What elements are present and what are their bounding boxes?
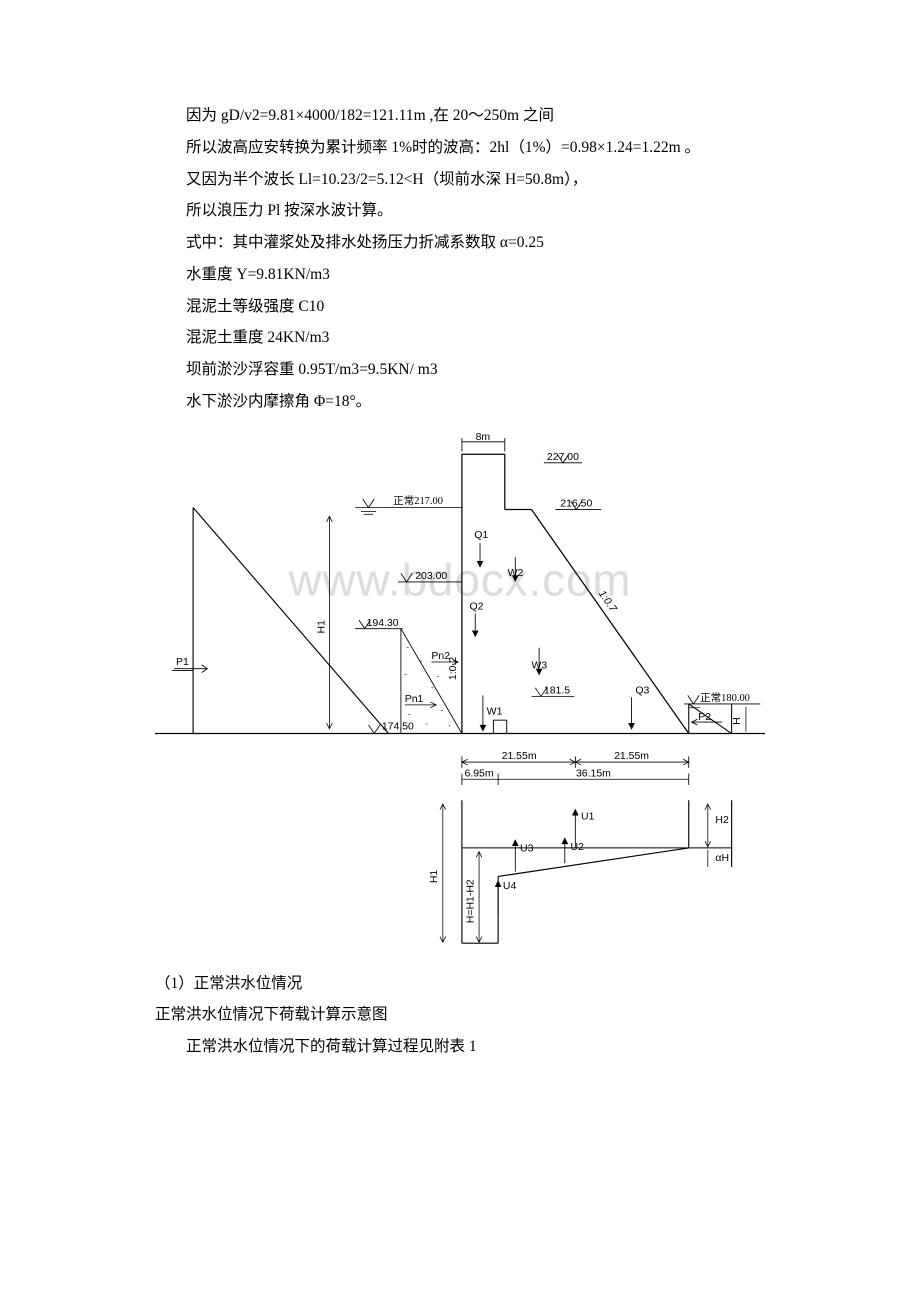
para-13: 正常洪水位情况下的荷载计算过程见附表 1 bbox=[155, 1031, 765, 1063]
label-P2: P2 bbox=[698, 712, 711, 723]
label-Q1: Q1 bbox=[474, 530, 488, 541]
label-dim3615: 36.15m bbox=[576, 768, 611, 779]
label-el21650: 216.50 bbox=[560, 498, 592, 509]
label-H2top: H bbox=[732, 717, 743, 725]
label-U3: U3 bbox=[520, 843, 534, 854]
label-el17450: 174.50 bbox=[382, 721, 414, 732]
label-dim2155b: 21.55m bbox=[614, 751, 649, 762]
label-dim2155a: 21.55m bbox=[502, 751, 537, 762]
para-3: 又因为半个波长 Ll=10.23/2=5.12<H（坝前水深 H=50.8m）， bbox=[155, 164, 765, 196]
label-dim695: 6.95m bbox=[465, 768, 494, 779]
label-Q3: Q3 bbox=[635, 685, 649, 696]
label-el19430: 194.30 bbox=[367, 617, 399, 628]
dam-diagram: www.bdocx.com 8m 227.00 216.50 bbox=[155, 418, 765, 968]
para-9: 坝前淤沙浮容重 0.95T/m3=9.5KN/ m3 bbox=[155, 354, 765, 386]
para-10: 水下淤沙内摩擦角 Φ=18°。 bbox=[155, 386, 765, 418]
label-el203: 203.00 bbox=[415, 571, 447, 582]
para-4: 所以浪压力 Pl 按深水波计算。 bbox=[155, 195, 765, 227]
label-Heq: H=H1-H2 bbox=[465, 879, 476, 923]
label-el180: 正常180.00 bbox=[700, 691, 750, 704]
label-Pn1: Pn1 bbox=[405, 694, 424, 705]
para-2: 所以波高应安转换为累计频率 1%时的波高：2hl（1%）=0.98×1.24=1… bbox=[155, 132, 765, 164]
para-8: 混泥土重度 24KN/m3 bbox=[155, 322, 765, 354]
label-el1815: 181.5 bbox=[544, 685, 570, 696]
label-el217: 正常217.00 bbox=[393, 493, 443, 506]
label-aH: αH bbox=[715, 853, 729, 864]
label-H1v: H1 bbox=[317, 620, 328, 634]
para-12: 正常洪水位情况下荷载计算示意图 bbox=[155, 999, 765, 1031]
label-inner-slope: 1:0.2 bbox=[448, 656, 459, 679]
label-el227: 227.00 bbox=[547, 452, 579, 463]
para-5: 式中：其中灌浆处及排水处扬压力折减系数取 α=0.25 bbox=[155, 227, 765, 259]
para-7: 混泥土等级强度 C10 bbox=[155, 291, 765, 323]
label-U2: U2 bbox=[571, 841, 585, 852]
label-8m: 8m bbox=[476, 432, 491, 443]
para-1: 因为 gD/v2=9.81×4000/182=121.11m ,在 20～250… bbox=[155, 100, 765, 132]
watermark-text: www.bdocx.com bbox=[288, 554, 632, 605]
label-H2: H2 bbox=[715, 815, 729, 826]
para-11: （1）正常洪水位情况 bbox=[155, 968, 765, 1000]
label-P1: P1 bbox=[176, 657, 189, 668]
label-W1: W1 bbox=[487, 706, 503, 717]
label-Q2: Q2 bbox=[470, 601, 484, 612]
label-H1: H1 bbox=[429, 869, 440, 883]
para-6: 水重度 Y=9.81KN/m3 bbox=[155, 259, 765, 291]
label-U1: U1 bbox=[581, 811, 595, 822]
label-U4: U4 bbox=[503, 881, 517, 892]
